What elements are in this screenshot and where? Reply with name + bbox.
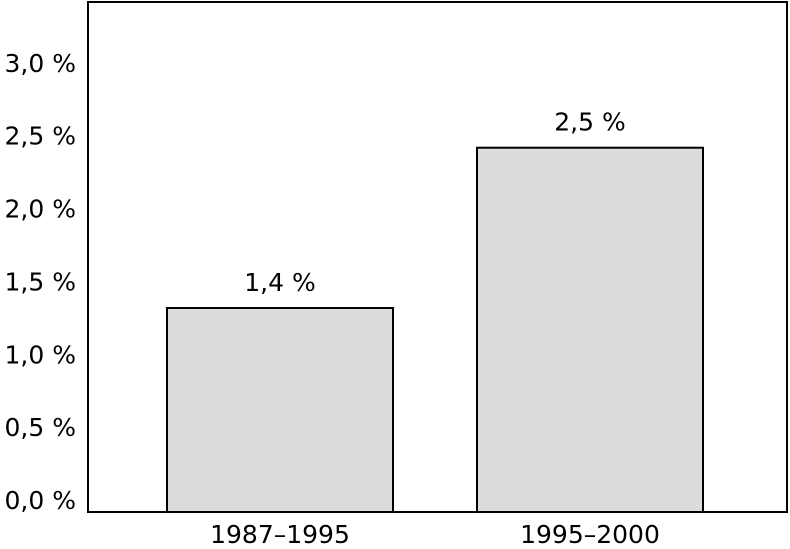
x-tick-label: 1987–1995 [210, 520, 350, 549]
value-label: 1,4 % [244, 268, 315, 297]
y-tick-label: 1,0 % [5, 340, 76, 369]
x-tick-label: 1995–2000 [520, 520, 660, 549]
plot-frame [87, 1, 788, 513]
bar [476, 146, 704, 513]
y-tick-label: 0,0 % [5, 486, 76, 515]
y-tick-label: 0,5 % [5, 413, 76, 442]
y-tick-label: 1,5 % [5, 267, 76, 296]
bar [166, 307, 394, 513]
y-tick-label: 2,0 % [5, 195, 76, 224]
y-tick-label: 3,0 % [5, 49, 76, 78]
value-label: 2,5 % [554, 108, 625, 137]
y-tick-label: 2,5 % [5, 122, 76, 151]
